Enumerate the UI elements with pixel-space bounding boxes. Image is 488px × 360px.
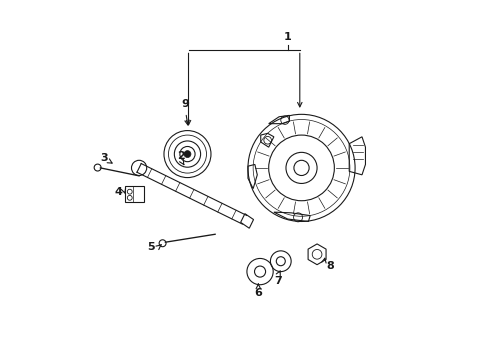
Text: 7: 7 <box>274 276 282 286</box>
Circle shape <box>183 150 190 158</box>
Text: 4: 4 <box>114 187 122 197</box>
Text: 8: 8 <box>325 261 333 271</box>
Text: 1: 1 <box>283 32 291 41</box>
Text: 3: 3 <box>101 153 108 162</box>
Bar <box>125 186 144 202</box>
Text: 5: 5 <box>147 242 155 252</box>
Text: 2: 2 <box>176 151 184 161</box>
Text: 9: 9 <box>182 99 189 109</box>
Text: 6: 6 <box>254 288 262 298</box>
